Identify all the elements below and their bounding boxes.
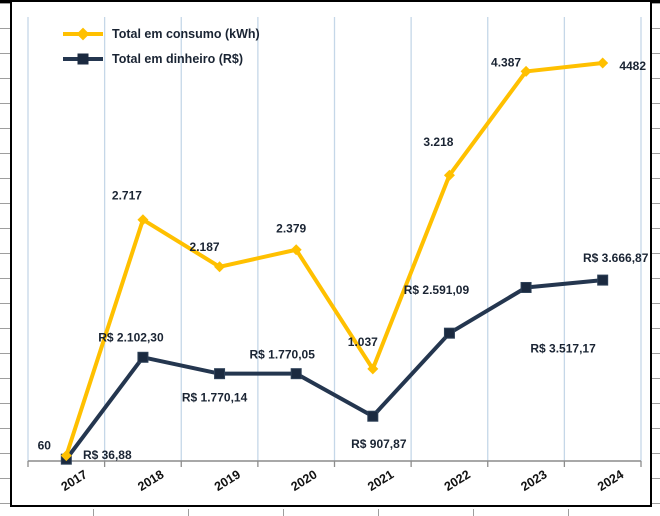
worksheet-gridline-stub	[0, 328, 10, 329]
worksheet-gridline-stub	[568, 509, 569, 516]
worksheet-gridline-stub	[652, 303, 660, 304]
worksheet-gridline-stub	[0, 78, 10, 79]
consumo-marker[interactable]	[520, 65, 532, 77]
worksheet-gridline-stub	[0, 153, 10, 154]
worksheet-gridline-stub	[652, 103, 660, 104]
worksheet-gridline-stub	[0, 228, 10, 229]
data-label: 2.379	[276, 222, 306, 236]
worksheet-gridline-stub	[652, 128, 660, 129]
data-label: R$ 1.770,05	[249, 348, 315, 362]
worksheet-gridline-stub	[0, 128, 10, 129]
dinheiro-marker[interactable]	[137, 351, 149, 363]
worksheet-gridline-stub	[0, 353, 10, 354]
dinheiro-marker[interactable]	[520, 281, 532, 293]
worksheet-gridline-stub	[652, 378, 660, 379]
data-label: R$ 3.666,87	[583, 251, 649, 265]
x-axis-label[interactable]: 2021	[365, 467, 396, 494]
x-axis-label[interactable]: 2022	[442, 467, 473, 494]
worksheet-gridline-stub	[652, 328, 660, 329]
data-label: R$ 3.517,17	[530, 341, 596, 355]
x-axis-label[interactable]: 2018	[135, 467, 166, 494]
worksheet-gridline-stub	[652, 203, 660, 204]
data-label: 1.037	[348, 335, 378, 349]
worksheet-gridline-stub	[0, 253, 10, 254]
worksheet-gridline-stub	[0, 178, 10, 179]
worksheet-gridline-stub	[0, 478, 10, 479]
legend-item-consumo[interactable]: Total em consumo (kWh)	[63, 21, 260, 46]
worksheet-gridline-stub	[652, 428, 660, 429]
worksheet-gridline-stub	[652, 78, 660, 79]
worksheet-gridline-stub	[652, 353, 660, 354]
dinheiro-marker[interactable]	[290, 368, 302, 380]
consumo-line[interactable]	[64, 60, 605, 458]
worksheet-gridline-stub	[652, 278, 660, 279]
worksheet-gridline-stub	[652, 53, 660, 54]
worksheet-gridline-stub	[378, 509, 379, 516]
legend-label-consumo: Total em consumo (kWh)	[112, 26, 260, 41]
data-label: R$ 36,88	[83, 448, 132, 462]
worksheet-gridline-stub	[652, 153, 660, 154]
data-label: R$ 1.770,14	[182, 391, 248, 405]
worksheet-gridline-stub	[652, 403, 660, 404]
x-axis-label[interactable]: 2017	[59, 467, 90, 494]
chart-border	[10, 2, 652, 507]
worksheet-gridline-stub	[652, 178, 660, 179]
worksheet-gridline-stub	[652, 3, 660, 4]
worksheet-gridline-stub	[0, 428, 10, 429]
consumo-marker[interactable]	[290, 244, 302, 256]
data-label: R$ 907,87	[351, 437, 407, 451]
consumo-marker[interactable]	[137, 214, 149, 226]
data-label: 2.717	[112, 189, 142, 203]
worksheet-border-top	[0, 0, 660, 3]
data-label: 4482	[619, 59, 646, 73]
worksheet-gridline-stub	[0, 203, 10, 204]
chart-legend: Total em consumo (kWh) Total em dinheiro…	[63, 21, 260, 71]
data-label: 3.218	[423, 135, 453, 149]
x-axis-label[interactable]: 2023	[518, 467, 549, 494]
worksheet-gridline-stub	[652, 503, 660, 504]
worksheet-gridline-stub	[0, 378, 10, 379]
legend-label-dinheiro: Total em dinheiro (R$)	[112, 51, 244, 66]
worksheet-gridline-stub	[652, 253, 660, 254]
legend-item-dinheiro[interactable]: Total em dinheiro (R$)	[63, 46, 260, 71]
consumo-marker[interactable]	[597, 57, 609, 69]
worksheet-gridline-stub	[652, 453, 660, 454]
worksheet-gridline-stub	[93, 509, 94, 516]
x-axis-label[interactable]: 2020	[289, 467, 320, 494]
worksheet-gridline-stub	[652, 28, 660, 29]
worksheet-gridline-stub	[283, 509, 284, 516]
consumo-marker[interactable]	[214, 261, 226, 273]
dinheiro-line-sample-icon	[63, 52, 103, 66]
worksheet-gridline-stub	[652, 478, 660, 479]
worksheet-gridline-stub	[0, 453, 10, 454]
worksheet-gridline-stub	[0, 278, 10, 279]
x-axis-label[interactable]: 2019	[212, 467, 243, 494]
data-label: R$ 2.102,30	[98, 330, 164, 344]
data-label: 4.387	[491, 55, 521, 69]
worksheet-gridline-stub	[0, 3, 10, 4]
x-axis-label[interactable]: 2024	[595, 467, 626, 494]
data-label: R$ 2.591,09	[404, 283, 470, 297]
dinheiro-marker[interactable]	[367, 410, 379, 422]
worksheet-gridline-stub	[0, 103, 10, 104]
worksheet-gridline-stub	[473, 509, 474, 516]
consumo-marker[interactable]	[60, 450, 72, 462]
dinheiro-marker[interactable]	[443, 327, 455, 339]
consumo-line-sample-icon	[63, 27, 103, 41]
worksheet-gridline-stub	[0, 303, 10, 304]
worksheet-gridline-stub	[0, 53, 10, 54]
consumo-marker[interactable]	[443, 169, 455, 181]
data-label: 2.187	[190, 240, 220, 254]
dinheiro-marker[interactable]	[597, 274, 609, 286]
worksheet-gridline-stub	[0, 403, 10, 404]
consumo-marker[interactable]	[367, 363, 379, 375]
data-label: 60	[38, 439, 52, 453]
dinheiro-marker[interactable]	[214, 368, 226, 380]
worksheet-gridline-stub	[188, 509, 189, 516]
dinheiro-line[interactable]	[64, 278, 605, 462]
worksheet-gridline-stub	[0, 503, 10, 504]
worksheet-gridline-stub	[0, 28, 10, 29]
worksheet-gridline-stub	[652, 228, 660, 229]
